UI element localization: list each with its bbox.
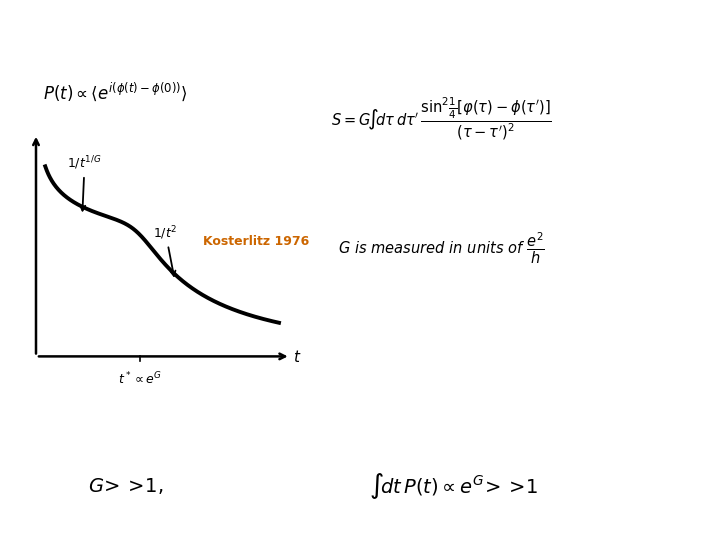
Text: $P(t) \propto \left\langle e^{i(\phi(t)-\phi(0))} \right\rangle$: $P(t) \propto \left\langle e^{i(\phi(t)-…	[43, 80, 188, 103]
Text: $t$: $t$	[293, 349, 302, 366]
Text: Kosterlitz 1976: Kosterlitz 1976	[202, 235, 309, 248]
Text: Correlation function of the order parameter
of an individual grain: Correlation function of the order parame…	[58, 10, 522, 55]
Text: $\int\!dt\,P(t)\propto e^G\!>>\!1$: $\int\!dt\,P(t)\propto e^G\!>>\!1$	[369, 471, 538, 501]
Text: $G\!>>\!1,$: $G\!>>\!1,$	[89, 476, 163, 496]
Text: $1/t^{2}$: $1/t^{2}$	[153, 224, 178, 276]
Text: $t^* \propto e^G$: $t^* \propto e^G$	[118, 370, 162, 387]
Text: $S = G\!\int\! d\tau\, d\tau'\,\dfrac{\sin^2\!\frac{1}{4}[\varphi(\tau)-\phi(\ta: $S = G\!\int\! d\tau\, d\tau'\,\dfrac{\s…	[331, 96, 552, 142]
Text: $G\ \mathit{is\ measured\ in\ units\ of}\ \dfrac{e^2}{h}$: $G\ \mathit{is\ measured\ in\ units\ of}…	[338, 231, 545, 266]
Text: $1/t^{1/G}$: $1/t^{1/G}$	[67, 154, 102, 211]
